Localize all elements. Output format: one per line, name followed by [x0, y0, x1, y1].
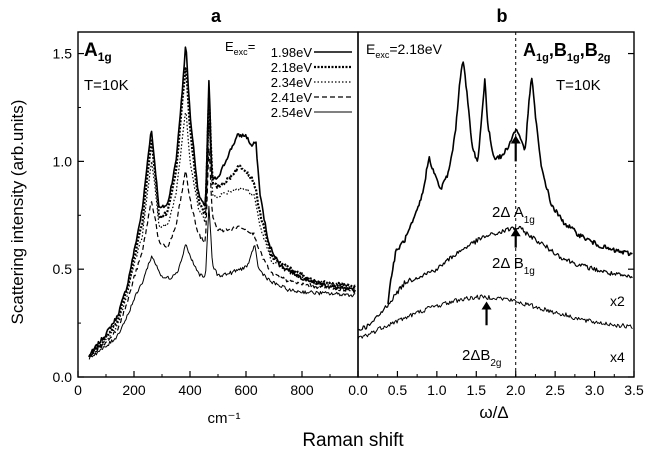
- legend-header-main: E: [225, 39, 234, 54]
- panel-b-xtick-label: 1.0: [427, 382, 447, 398]
- annotation-2delta-b2g: 2ΔB2g: [462, 347, 502, 369]
- panel-b-sym-a: A: [523, 40, 536, 60]
- annotation-2delta-a1g-sub: 1g: [524, 215, 535, 226]
- annotation-arrow-head: [481, 301, 492, 310]
- panel-a-xlabel: cm⁻¹: [208, 410, 241, 427]
- panel-a-ytick-label: 1.0: [53, 153, 73, 169]
- panel-a-series-line: [88, 112, 356, 358]
- panel-a-symmetry-main: A: [84, 40, 98, 61]
- panel-a-ytick-label: 0.0: [53, 369, 73, 385]
- y-axis-label: Scattering intensity (arb.units): [8, 100, 27, 325]
- panel-a-xtick-label: 400: [178, 382, 202, 398]
- annotation-2delta-b2g-main: 2ΔB: [462, 347, 490, 364]
- panel-b-series-line: [357, 294, 633, 340]
- panel-b-series-line: [387, 61, 633, 304]
- panel-b-title: b: [497, 6, 508, 26]
- panel-b-sym-b1: ,B: [549, 40, 567, 60]
- annotation-2delta-b1g-main: 2Δ B: [492, 255, 524, 272]
- panel-a-ytick-label: 1.5: [53, 46, 73, 62]
- panel-b-excitation-sub: exc: [375, 50, 390, 60]
- panel-a-temperature-label: T=10K: [84, 77, 129, 94]
- plot-layer: 0 200 400 600 800 0.0 0.5 1.0 1.5 0.0 0.5 1.0 1.5 2.0…: [53, 32, 644, 398]
- legend-entry-label: 2.41eV: [271, 90, 313, 105]
- annotation-arrow-head: [510, 228, 521, 237]
- panel-b-xtick-label: 2.5: [545, 382, 565, 398]
- panel-a-symmetry-label: A1g: [84, 40, 112, 64]
- panel-b-xtick-label: 0.5: [388, 382, 408, 398]
- panel-b-xtick-label: 1.5: [467, 382, 487, 398]
- panel-b-excitation-tail: =2.18eV: [389, 41, 442, 57]
- panel-b-temperature-label: T=10K: [556, 77, 601, 94]
- panel-b-xtick-label: 0.0: [348, 382, 368, 398]
- panel-a-series-line: [88, 67, 357, 358]
- panel-a-ytick-label: 0.5: [53, 261, 73, 277]
- panel-a-series-line: [88, 147, 356, 356]
- multiplier-x4: x4: [610, 349, 625, 365]
- annotation-2delta-b1g: 2Δ B1g: [492, 255, 535, 277]
- legend-header: Eexc=: [225, 39, 255, 57]
- panel-b-sym-b1-sub: 1g: [567, 52, 580, 64]
- panel-b-sym-a-sub: 1g: [536, 52, 549, 64]
- panel-b-excitation-label: Eexc=2.18eV: [366, 41, 443, 60]
- panel-a-xtick-label: 600: [234, 382, 258, 398]
- panel-b-sym-b2: ,B: [580, 40, 598, 60]
- panel-b-xtick-label: 2.0: [506, 382, 526, 398]
- legend-entry-label: 2.34eV: [271, 75, 313, 90]
- panel-a-xtick-label: 200: [122, 382, 146, 398]
- panel-a-symmetry-sub: 1g: [98, 50, 112, 64]
- multiplier-x2: x2: [610, 293, 625, 309]
- panel-a-series-line: [88, 205, 356, 360]
- panel-a-xtick-label: 800: [290, 382, 314, 398]
- panel-b-excitation-main: E: [366, 41, 375, 57]
- panel-b-xtick-label: 3.0: [585, 382, 605, 398]
- legend-header-sub: exc: [234, 47, 249, 57]
- x-axis-label-shared: Raman shift: [302, 430, 404, 451]
- panel-a-title: a: [211, 6, 222, 26]
- panel-b-symmetry-label: A1g,B1g,B2g: [523, 40, 611, 64]
- annotation-2delta-a1g: 2Δ A1g: [492, 204, 535, 226]
- panel-a-series-line: [89, 46, 356, 356]
- panel-b-xlabel: ω/Δ: [479, 403, 508, 422]
- annotation-2delta-a1g-main: 2Δ A: [492, 204, 524, 221]
- panel-b-series-line: [357, 225, 633, 331]
- panel-b-xtick-label: 3.5: [624, 382, 644, 398]
- legend-entry-label: 2.18eV: [271, 60, 313, 75]
- legend-entry-label: 1.98eV: [271, 45, 313, 60]
- panel-b-sym-b2-sub: 2g: [598, 52, 611, 64]
- annotation-2delta-b1g-sub: 1g: [524, 266, 535, 277]
- annotation-arrow-head: [510, 135, 521, 144]
- panel-a-xtick-label: 0: [74, 382, 82, 398]
- annotation-2delta-b2g-sub: 2g: [490, 358, 501, 369]
- legend-header-tail: =: [248, 39, 256, 54]
- legend-entry-label: 2.54eV: [271, 105, 313, 120]
